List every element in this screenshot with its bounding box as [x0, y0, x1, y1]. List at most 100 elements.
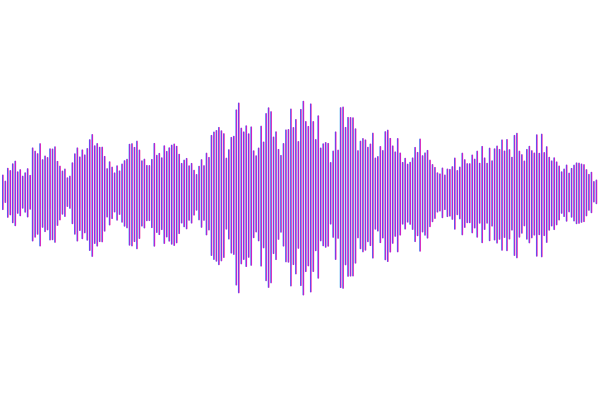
waveform-bar — [121, 163, 123, 223]
waveform-bar — [158, 152, 161, 236]
waveform-bar — [545, 146, 548, 243]
waveform-bar — [195, 173, 198, 211]
waveform-bar — [421, 155, 424, 233]
waveform-bar — [530, 150, 533, 239]
waveform-bar — [133, 146, 136, 243]
waveform-bar — [364, 139, 367, 251]
waveform-bar — [9, 170, 12, 216]
waveform-bar — [377, 155, 379, 232]
waveform-bar — [302, 100, 305, 296]
waveform-bar — [521, 154, 523, 234]
waveform-bar — [88, 139, 91, 252]
waveform-bar — [208, 156, 210, 231]
waveform-bar — [575, 162, 578, 225]
waveform-bar — [580, 163, 583, 223]
waveform-bar — [260, 125, 262, 267]
waveform-bar — [170, 144, 173, 245]
waveform-bar — [59, 165, 61, 221]
waveform-bar — [178, 153, 181, 235]
waveform-bar — [476, 150, 479, 238]
waveform-bar — [185, 157, 188, 230]
waveform-bar — [516, 132, 518, 259]
waveform-bar — [270, 111, 272, 284]
waveform-bar — [483, 157, 486, 230]
waveform-bar — [235, 109, 238, 286]
waveform-bar — [138, 149, 141, 240]
waveform-bar — [155, 154, 158, 233]
waveform-bar — [230, 136, 233, 254]
waveform-bar — [277, 148, 280, 240]
waveform-bar — [565, 164, 568, 222]
waveform-bar — [585, 169, 588, 217]
waveform-bar — [86, 148, 89, 241]
waveform-bar — [232, 135, 235, 255]
waveform-bar — [451, 166, 454, 220]
waveform-bar — [11, 163, 14, 224]
waveform-bar — [312, 120, 315, 273]
waveform-bar — [404, 157, 407, 230]
waveform-bar — [369, 143, 372, 247]
waveform-bar — [74, 153, 76, 235]
waveform-bar — [414, 146, 416, 243]
waveform-bar — [213, 131, 215, 260]
waveform-bar — [295, 118, 297, 275]
waveform-bar — [526, 148, 528, 240]
waveform-bar — [486, 162, 488, 224]
waveform-bar — [225, 157, 228, 230]
waveform-bar — [51, 148, 54, 241]
waveform-bar — [444, 174, 446, 211]
waveform-bar — [431, 164, 434, 223]
waveform-bar — [240, 127, 243, 265]
waveform-bar — [384, 131, 387, 261]
waveform-bar — [26, 168, 29, 218]
waveform-bar — [290, 108, 292, 287]
waveform-bar — [563, 168, 565, 218]
waveform-bar — [280, 154, 282, 233]
waveform-bar — [69, 175, 71, 209]
waveform-bar — [126, 158, 128, 229]
waveform-bar — [349, 117, 352, 277]
waveform-bar — [29, 174, 32, 210]
waveform-bar — [91, 134, 94, 257]
waveform-bar — [381, 150, 384, 239]
waveform-bar — [478, 162, 481, 224]
waveform-bar — [424, 152, 426, 236]
waveform-bar — [93, 145, 96, 245]
waveform-bar — [218, 126, 220, 266]
waveform-bar — [454, 157, 456, 230]
waveform-bar — [379, 145, 382, 244]
waveform-bar — [111, 166, 113, 220]
waveform-bar — [555, 161, 558, 226]
waveform-bar — [471, 154, 474, 234]
waveform-bar — [113, 172, 116, 213]
waveform-bar — [265, 113, 267, 282]
waveform-bar — [4, 180, 7, 203]
waveform-bar — [275, 131, 277, 261]
waveform-bar — [523, 160, 526, 227]
waveform-bar — [588, 173, 590, 211]
waveform-bar — [285, 129, 287, 263]
waveform-bar — [44, 155, 46, 233]
waveform-bar — [307, 125, 310, 267]
waveform-bar — [327, 142, 330, 247]
waveform-bar — [491, 160, 493, 227]
waveform-bar — [362, 137, 364, 253]
waveform-bar — [593, 181, 595, 203]
waveform-bar — [528, 145, 531, 244]
waveform-bar — [449, 168, 451, 217]
waveform-bar — [272, 136, 275, 255]
waveform-bar — [501, 139, 503, 251]
waveform-bar — [136, 140, 138, 250]
waveform-bar — [550, 160, 553, 227]
waveform-bar — [228, 149, 230, 240]
waveform-bar — [21, 175, 24, 209]
waveform-bar — [175, 145, 178, 244]
waveform-bar — [188, 165, 190, 221]
waveform-bar — [429, 159, 431, 228]
waveform-bar — [570, 167, 573, 218]
waveform-bar — [205, 152, 208, 236]
waveform-bar — [434, 166, 436, 219]
waveform-bar — [108, 161, 111, 226]
waveform-bar — [344, 126, 347, 266]
waveform-bar — [391, 145, 394, 244]
